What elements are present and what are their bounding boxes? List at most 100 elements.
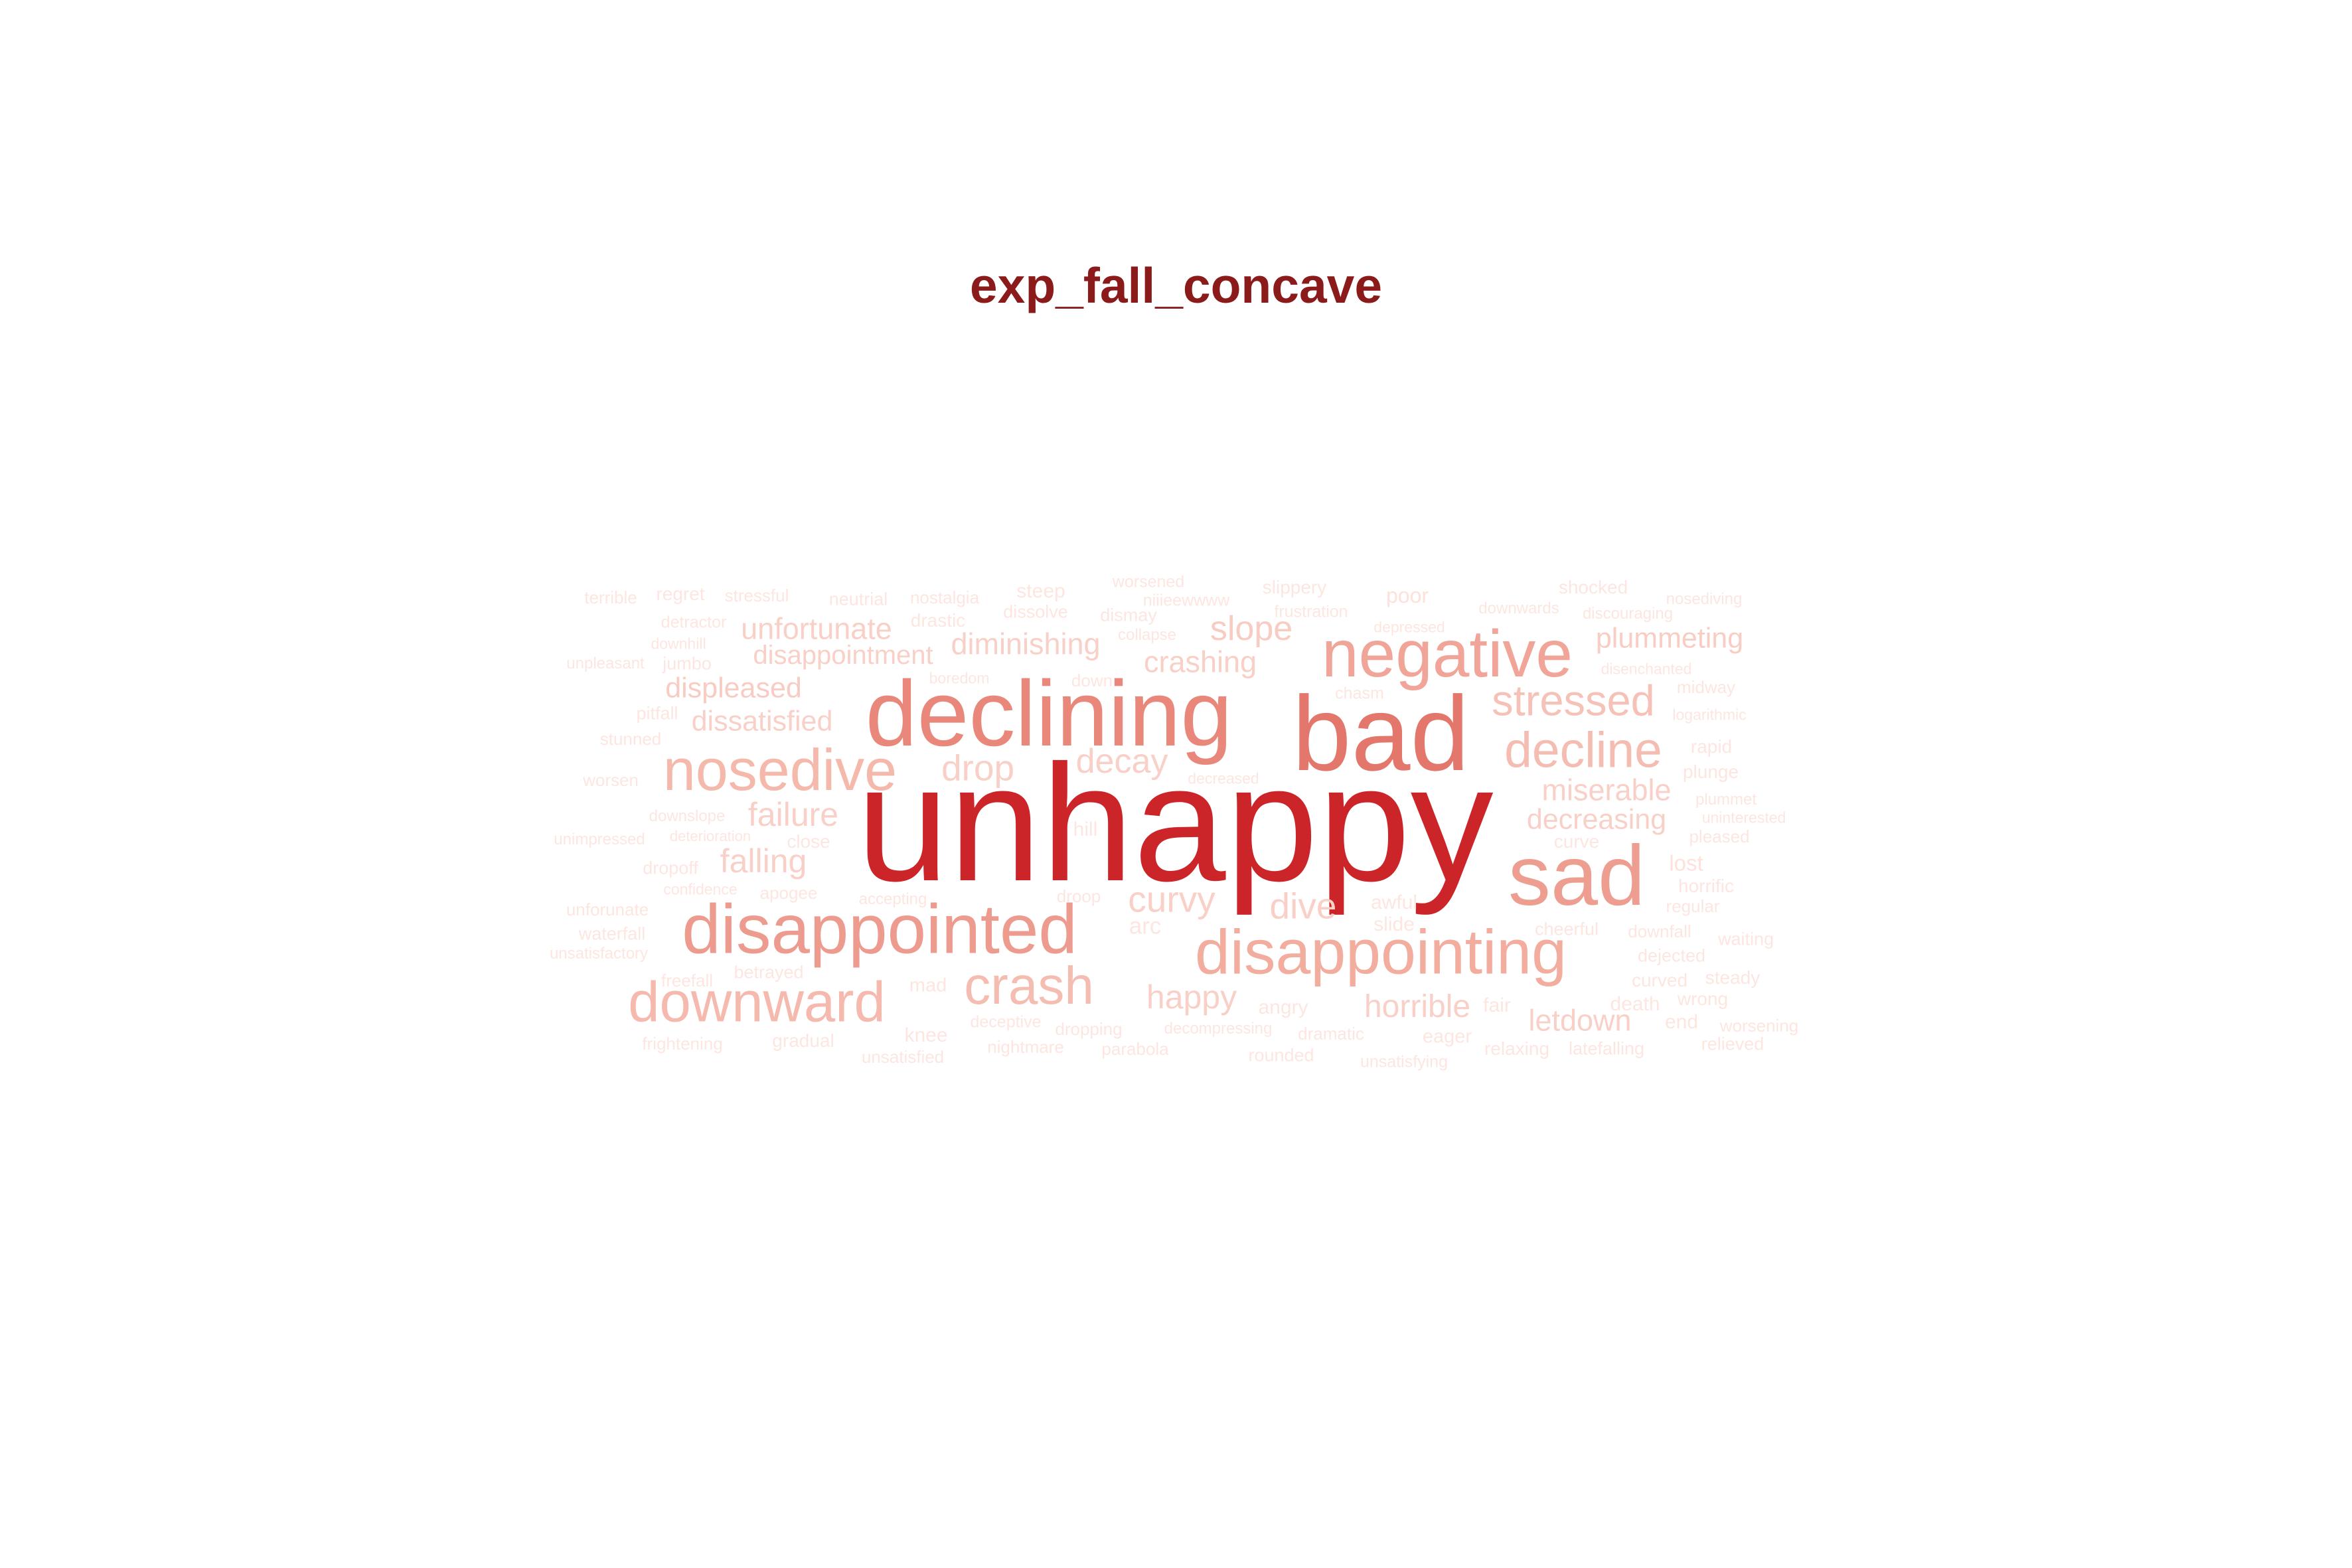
word-cloud-word: deceptive	[970, 1012, 1042, 1032]
word-cloud-word: unimpressed	[554, 830, 645, 848]
word-cloud-word: disappointing	[1195, 917, 1567, 988]
word-cloud-word: crashing	[1143, 645, 1257, 679]
word-cloud-word: hill	[1073, 819, 1098, 840]
word-cloud-word: happy	[1146, 979, 1237, 1016]
word-cloud-word: betrayed	[734, 962, 804, 982]
word-cloud-word: stressful	[724, 586, 789, 605]
word-cloud-word: regret	[656, 584, 705, 604]
word-cloud-word: regular	[1666, 896, 1720, 916]
word-cloud-word: displeased	[665, 672, 802, 704]
word-cloud-word: failure	[747, 796, 839, 833]
word-cloud-word: unfortunate	[741, 611, 892, 646]
word-cloud-word: unsatisfied	[861, 1047, 945, 1067]
word-cloud-word: nostalgia	[909, 588, 980, 607]
word-cloud-word: horrible	[1364, 989, 1471, 1024]
word-cloud-word: steady	[1705, 967, 1761, 988]
word-cloud-word: stunned	[599, 729, 662, 749]
word-cloud-word: waterfall	[578, 923, 646, 944]
word-cloud-word: decline	[1504, 722, 1662, 778]
word-cloud-word: parabola	[1101, 1039, 1169, 1059]
word-cloud-word: dropping	[1055, 1019, 1123, 1039]
word-cloud-word: downfall	[1628, 921, 1691, 941]
word-cloud-word: frightening	[642, 1034, 723, 1054]
word-cloud-word: relaxing	[1484, 1038, 1550, 1059]
word-cloud-word: slope	[1210, 609, 1293, 648]
word-cloud-word: bad	[1292, 674, 1470, 793]
word-cloud-word: dropoff	[643, 858, 698, 878]
word-cloud-word: diminishing	[951, 627, 1101, 661]
word-cloud-word: dissolve	[1003, 601, 1068, 622]
word-cloud-word: frustration	[1274, 602, 1348, 621]
word-cloud-word: miserable	[1541, 773, 1672, 807]
word-cloud-word: terrible	[584, 588, 637, 607]
word-cloud-word: wrong	[1677, 988, 1729, 1009]
word-cloud-word: disenchanted	[1601, 660, 1692, 678]
word-cloud-word: cheerful	[1534, 919, 1599, 939]
word-cloud-word: nosediving	[1666, 590, 1743, 608]
word-cloud-word: decompressing	[1164, 1020, 1273, 1038]
word-cloud-word: downwards	[1478, 599, 1559, 617]
word-cloud-word: decreasing	[1526, 803, 1667, 836]
word-cloud-word: plunge	[1682, 761, 1739, 782]
word-cloud-word: pitfall	[636, 703, 678, 724]
word-cloud-word: horrific	[1678, 876, 1735, 896]
word-cloud-word: apogee	[759, 883, 818, 903]
word-cloud-word: niiieewwww	[1142, 591, 1230, 610]
word-cloud-word: relieved	[1701, 1034, 1764, 1054]
word-cloud-word: waiting	[1717, 929, 1774, 949]
word-cloud-word: downhill	[651, 635, 706, 653]
word-cloud-word: neutrial	[828, 589, 888, 609]
word-cloud-word: droop	[1056, 886, 1101, 906]
chart-title: exp_fall_concave	[969, 258, 1383, 313]
word-cloud-word: unforunate	[566, 900, 649, 919]
word-cloud-word: negative	[1321, 617, 1573, 691]
word-cloud-word: decreased	[1188, 769, 1259, 787]
word-cloud-word: gradual	[772, 1030, 834, 1051]
word-cloud-word: slide	[1373, 913, 1415, 935]
word-cloud-word: down	[1071, 670, 1113, 690]
word-cloud-word: plummeting	[1595, 622, 1744, 655]
word-cloud-word: shocked	[1558, 577, 1628, 597]
word-cloud-word: rounded	[1248, 1045, 1314, 1065]
word-cloud-word: midway	[1676, 677, 1736, 697]
word-cloud-word: unpleasant	[566, 655, 645, 672]
word-cloud-word: downslope	[649, 807, 726, 825]
word-cloud-word: uninterested	[1701, 809, 1786, 826]
word-cloud-word: fair	[1483, 994, 1511, 1016]
word-cloud-word: steep	[1016, 580, 1065, 602]
word-cloud-word: detractor	[661, 613, 727, 632]
word-cloud-word: worsen	[583, 770, 639, 790]
word-cloud-word: curved	[1631, 970, 1688, 990]
word-cloud-word: latefalling	[1568, 1038, 1645, 1059]
word-cloud-word: discouraging	[1582, 605, 1674, 623]
word-cloud-word: knee	[904, 1024, 948, 1046]
word-cloud-word: dissatisfied	[691, 705, 833, 738]
word-cloud-word: eager	[1422, 1026, 1472, 1048]
word-cloud-word: unsatisfactory	[549, 945, 649, 963]
word-cloud-word: lost	[1669, 850, 1703, 876]
word-cloud-word: freefall	[661, 971, 714, 990]
word-cloud-word: stressed	[1492, 676, 1655, 725]
word-cloud-word: disappointment	[753, 641, 933, 670]
word-cloud-word: crash	[964, 956, 1094, 1015]
word-cloud-word: disappointed	[682, 890, 1077, 969]
word-cloud-word: boredom	[929, 669, 990, 687]
word-cloud-word: dismay	[1100, 605, 1157, 625]
word-cloud-word: arc	[1129, 913, 1162, 939]
word-cloud-word: dramatic	[1298, 1024, 1364, 1044]
word-cloud-word: worsened	[1112, 572, 1185, 591]
word-cloud-word: mad	[909, 975, 947, 996]
word-cloud-word: accepting	[858, 890, 927, 908]
word-cloud-word: collapse	[1117, 626, 1177, 644]
word-cloud-word: curvy	[1128, 878, 1215, 920]
word-cloud-word: rapid	[1690, 736, 1733, 757]
word-cloud-word: unhappy	[856, 730, 1494, 915]
word-cloud-word: deterioration	[669, 828, 751, 844]
word-cloud-word: unsatisfying	[1360, 1052, 1449, 1071]
word-cloud-word: drastic	[910, 610, 966, 631]
word-cloud-word: dive	[1269, 885, 1337, 927]
word-cloud-word: death	[1610, 993, 1660, 1015]
word-cloud-word: curve	[1553, 831, 1600, 852]
